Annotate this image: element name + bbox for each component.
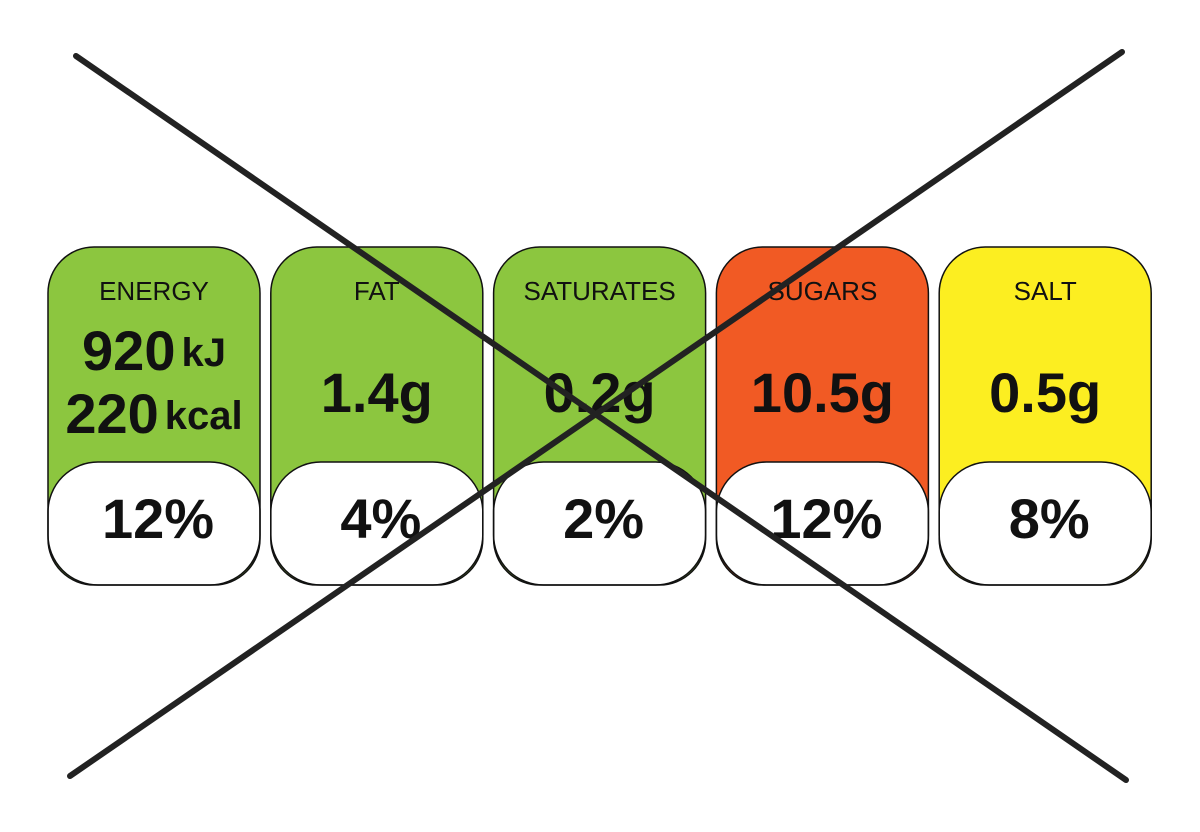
nutrient-name: FAT [354,276,400,306]
box-outline [492,246,707,586]
energy-unit: kJ [181,331,226,375]
reference-intake-percent: 4% [340,487,421,550]
nutrient-name: SALT [1014,276,1077,306]
energy-number: 920 [82,319,175,382]
cross-line [67,49,1125,779]
nutrient-name: SUGARS [767,276,877,306]
reference-intake-percent: 8% [1009,487,1090,550]
box-outline [270,246,484,586]
box-outline [938,246,1152,586]
energy-line: 920 kJ [82,319,226,382]
reference-intake-percent: 12% [770,487,882,550]
nutrient-amount: 0.5g [989,361,1101,424]
energy-unit: kcal [165,394,243,438]
nutrient-amount: 10.5g [751,361,894,424]
label-box: SUGARS 10.5g 12% [715,246,930,586]
nutrient-name: SATURATES [524,276,676,306]
box-outline [47,246,261,586]
nutrient-name: ENERGY [99,276,209,306]
label-box: SALT 0.5g 8% [938,246,1152,586]
reference-intake-percent: 12% [102,487,214,550]
cross-line [73,53,1129,783]
nutrient-amount: 1.4g [321,361,433,424]
energy-line: 220 kcal [65,382,242,445]
energy-number: 220 [65,382,158,445]
reference-intake-percent: 2% [563,487,644,550]
label-box: FAT 1.4g 4% [270,246,484,586]
box-outline [715,246,930,586]
cross-out [67,49,1129,783]
